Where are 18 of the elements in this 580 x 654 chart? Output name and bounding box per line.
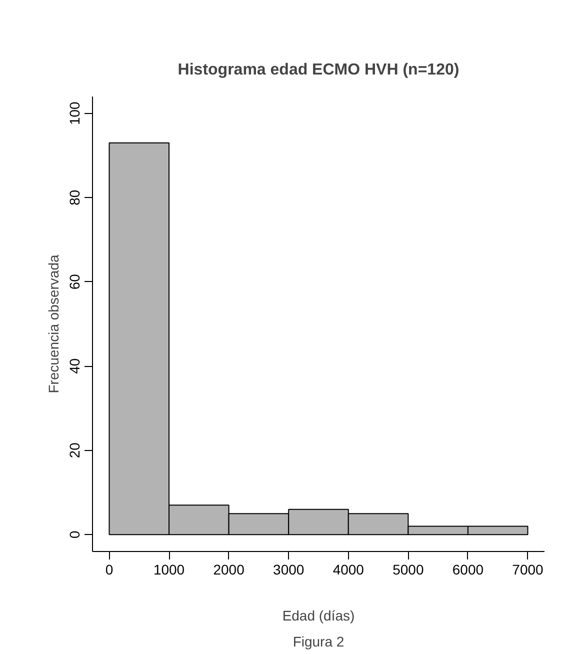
y-tick-label: 20 — [66, 442, 82, 458]
y-tick-label: 80 — [66, 190, 82, 206]
x-tick-label: 5000 — [392, 562, 424, 578]
x-tick-label: 6000 — [452, 562, 484, 578]
x-tick-label: 0 — [105, 562, 114, 578]
x-tick-label: 4000 — [332, 562, 364, 578]
y-tick-label: 40 — [66, 358, 82, 374]
y-tick-label: 0 — [66, 530, 82, 539]
x-axis-title: Edad (días) — [282, 608, 355, 624]
x-tick-label: 7000 — [512, 562, 544, 578]
y-tick-label: 60 — [66, 274, 82, 290]
x-tick-label: 2000 — [213, 562, 245, 578]
x-tick-label: 3000 — [273, 562, 304, 578]
y-tick-label: 100 — [66, 101, 82, 126]
x-tick-label: 1000 — [153, 562, 185, 578]
text: Figura 2 — [292, 634, 344, 650]
chart-title: Histograma edad ECMO HVH (n=120) — [178, 62, 460, 78]
y-axis-title: Frecuencia observada — [46, 254, 62, 394]
